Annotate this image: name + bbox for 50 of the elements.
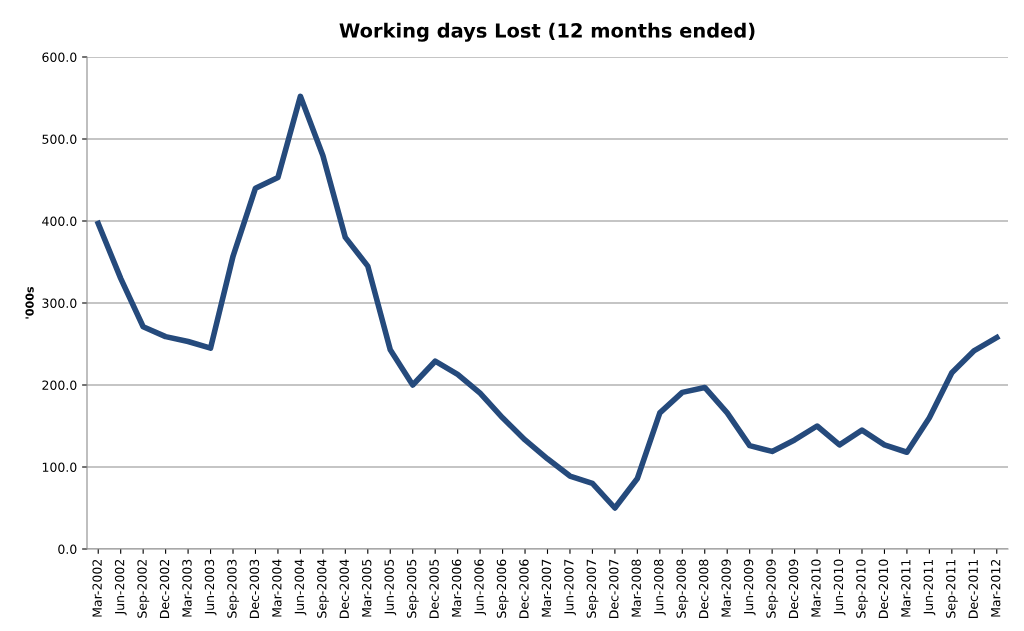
x-tick-label: Mar-2004 — [272, 559, 282, 617]
x-tick-label: Dec-2007 — [609, 559, 619, 619]
x-tick-label: Sep-2003 — [227, 559, 240, 618]
x-tick-label: Dec-2005 — [429, 559, 439, 619]
x-tick-label: Dec-2006 — [519, 559, 529, 619]
x-tick-label: Mar-2012 — [990, 559, 1001, 617]
y-tick-label: 400.0 — [42, 216, 77, 226]
x-tick-label: Sep-2009 — [766, 559, 779, 618]
x-tick-label: Mar-2002 — [92, 559, 102, 617]
x-tick-label: Sep-2005 — [406, 559, 419, 618]
x-tick-label: Mar-2011 — [901, 559, 911, 617]
x-tick-label: Sep-2006 — [496, 559, 509, 618]
x-tick-label: Jun-2007 — [564, 559, 576, 616]
y-tick-label: 0.0 — [58, 544, 77, 554]
x-tick-label: Dec-2011 — [968, 559, 978, 619]
x-tick-label: Sep-2004 — [317, 559, 329, 618]
x-tick-label: Sep-2011 — [946, 559, 958, 618]
x-tick-label: Sep-2007 — [586, 559, 599, 618]
x-tick-label: Mar-2003 — [182, 559, 192, 617]
x-tick-label: Jun-2002 — [114, 559, 127, 616]
x-tick-label: Mar-2005 — [361, 559, 372, 617]
y-tick-label: 500.0 — [42, 134, 77, 144]
y-axis-title: '000s — [25, 286, 34, 319]
x-tick-label: Jun-2010 — [833, 559, 846, 616]
y-tick-label: 600.0 — [42, 52, 77, 62]
x-tick-label: Jun-2009 — [743, 559, 756, 616]
x-tick-label: Jun-2006 — [474, 559, 487, 616]
x-tick-label: Sep-2010 — [856, 559, 869, 618]
x-tick-label: Mar-2009 — [721, 559, 731, 617]
x-tick-label: Dec-2008 — [698, 559, 709, 619]
x-tick-label: Mar-2010 — [811, 559, 821, 617]
x-tick-label: Dec-2009 — [788, 559, 799, 619]
x-tick-label: Sep-2002 — [137, 559, 150, 618]
y-tick-label: 200.0 — [42, 380, 77, 390]
x-tick-label: Sep-2008 — [676, 559, 689, 618]
x-tick-label: Jun-2008 — [653, 559, 666, 616]
x-tick-label: Mar-2006 — [451, 559, 462, 617]
x-tick-label: Jun-2004 — [294, 559, 307, 616]
x-tick-label: Jun-2011 — [923, 559, 936, 616]
chart-title: Working days Lost (12 months ended) — [339, 22, 755, 42]
x-tick-label: Mar-2007 — [541, 559, 552, 617]
x-tick-label: Jun-2003 — [204, 559, 217, 616]
x-tick-label: Jun-2005 — [384, 559, 397, 616]
x-tick-label: Dec-2002 — [159, 559, 170, 619]
x-tick-label: Mar-2008 — [631, 559, 641, 617]
x-tick-label: Dec-2004 — [339, 559, 349, 619]
x-tick-label: Dec-2003 — [249, 559, 260, 619]
x-tick-label: Dec-2010 — [878, 559, 889, 619]
y-tick-label: 300.0 — [42, 298, 77, 308]
y-tick-label: 100.0 — [42, 462, 77, 472]
